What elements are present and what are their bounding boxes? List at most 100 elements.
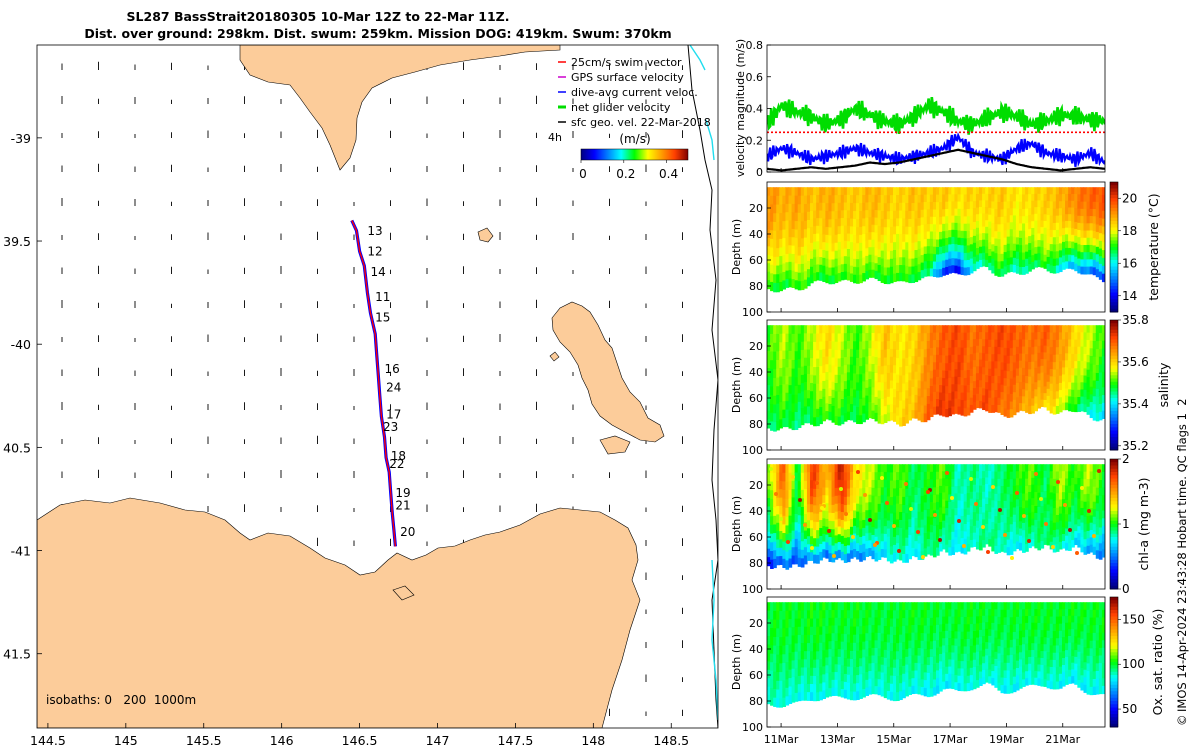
section-cell [899,480,903,489]
section-cell [1018,471,1023,480]
section-cell [1009,393,1014,403]
section-cell [785,696,790,706]
section-cell [939,377,943,386]
section-cell [849,495,854,504]
section-cell [1018,208,1023,217]
section-cell [1037,259,1042,268]
section-cell [776,342,780,352]
section-cell [1006,257,1011,266]
section-cell [822,242,826,251]
section-cell [834,203,839,212]
section-cell [791,464,796,474]
section-cell [939,514,943,523]
section-cell [1003,332,1008,341]
section-cell [1000,246,1005,255]
section-cell [816,233,820,242]
section-cell [773,325,777,335]
section-cell [954,222,959,231]
section-cell [1028,215,1032,223]
section-cell [966,507,971,516]
section-cell [874,388,879,398]
section-cell [1074,511,1078,519]
section-cell [982,200,986,208]
section-cell [779,385,783,395]
section-cell [810,242,814,252]
section-cell [877,226,882,235]
section-cell [800,515,805,525]
section-cell [825,340,830,350]
section-cell [1049,492,1054,501]
section-cell [788,278,793,288]
section-cell [1086,362,1091,371]
section-cell [905,242,909,251]
section-cell [853,325,857,334]
section-cell [1025,507,1029,516]
section-cell [840,602,845,611]
section-cell [1077,187,1082,195]
section-cell [831,513,836,522]
section-cell [1049,251,1054,259]
section-cell [939,239,943,248]
section-cell [803,333,808,343]
section-cell [994,216,999,225]
section-cell [794,505,799,515]
legend-label-gps-velocity: GPS surface velocity [571,71,684,84]
section-cell [877,519,882,529]
section-cell [877,390,882,400]
section-cell [969,354,974,363]
section-cell [856,479,860,489]
section-cell [837,241,842,251]
section-cell [837,202,842,212]
section-cell [822,690,826,700]
section-cell [899,194,903,204]
section-cell [822,610,826,619]
section-cell [788,694,793,704]
section-cell [1046,353,1051,362]
section-cell [1052,208,1057,217]
section-cell [985,403,989,412]
section-cell [969,526,974,534]
section-cell [779,376,783,386]
section-cell [825,503,830,512]
section-cell [920,519,925,529]
section-cell [810,536,814,545]
section-cell [911,266,916,276]
section-cell [1025,187,1029,195]
section-cell [816,643,820,652]
section-cell [929,494,934,503]
section-cell [1055,201,1060,210]
section-cell [831,333,836,342]
section-cell [969,484,974,493]
section-cell [1000,187,1005,196]
section-cell [1077,375,1082,384]
section-cell [911,325,916,334]
section-cell [994,231,999,240]
section-cell [785,619,790,629]
section-cell [782,204,787,214]
section-cell [1025,258,1029,267]
section-cell [825,681,830,690]
section-cell [837,688,842,697]
section-cell [831,341,836,351]
section-cell [825,649,830,659]
section-cell [932,495,937,504]
section-cell [800,691,805,701]
section-cell [862,257,866,266]
section-cell [1031,369,1035,378]
section-cell [837,218,842,227]
section-cell [982,346,986,354]
section-cell [810,667,814,677]
section-cell [1101,187,1105,196]
section-cell [954,201,959,210]
section-cell [905,464,909,473]
section-cell [797,195,802,205]
section-cell [803,373,808,383]
section-cell [1068,214,1072,222]
section-cell [773,230,777,241]
section-cell [889,488,894,498]
section-cell [1046,477,1051,485]
section-cell [840,488,845,497]
section-cell [868,332,873,342]
section-cell [1006,363,1011,372]
section-cell [1018,339,1023,348]
